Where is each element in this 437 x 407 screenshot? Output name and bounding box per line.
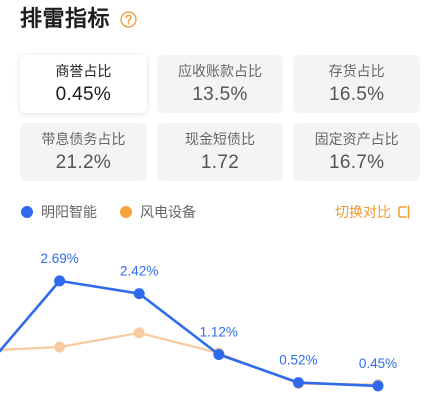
metric-label: 带息债务占比 — [41, 131, 126, 147]
question-circle-icon[interactable] — [120, 10, 137, 28]
series-line — [0, 331, 380, 386]
metric-card-goodwill-ratio[interactable]: 商誉占比 0.45% — [20, 55, 147, 113]
section-title: 排雷指标 — [20, 6, 111, 31]
metric-card-cash-to-short-debt[interactable]: 现金短债比 1.72 — [156, 123, 284, 181]
data-point — [54, 275, 66, 287]
metric-label: 存货占比 — [328, 63, 385, 79]
metric-label: 应收账款占比 — [177, 63, 262, 79]
chart-canvas: 2.69% 2.42% 1.12% 0.52% 0.45% — [0, 251, 397, 392]
data-label: 2.42% — [120, 264, 158, 279]
legend-item-industry: 风电设备 — [120, 202, 196, 222]
series-0 — [0, 275, 384, 392]
metric-value: 13.5% — [192, 84, 248, 105]
metric-value: 1.72 — [200, 152, 240, 173]
data-point — [213, 349, 225, 360]
metric-card-fixed-assets-ratio[interactable]: 固定资产占比 16.7% — [293, 123, 420, 181]
data-point — [133, 288, 145, 300]
metric-card-interest-bearing-debt-ratio[interactable]: 带息债务占比 21.2% — [20, 123, 147, 181]
legend-item-company: 明阳智能 — [21, 202, 97, 222]
data-point — [292, 377, 304, 389]
switch-compare-button[interactable]: 切换对比 — [335, 202, 411, 222]
metric-label: 现金短债比 — [184, 131, 255, 147]
legend-dot — [21, 206, 33, 218]
metric-value: 16.5% — [328, 84, 385, 105]
switch-compare-label: 切换对比 — [335, 204, 391, 220]
metric-card-receivables-ratio[interactable]: 应收账款占比 13.5% — [156, 55, 284, 113]
metric-label: 固定资产占比 — [314, 131, 399, 147]
data-point — [372, 380, 384, 392]
switch-compare-icon — [398, 205, 410, 219]
legend-dot — [120, 206, 132, 218]
metric-card-inventory-ratio[interactable]: 存货占比 16.5% — [293, 55, 420, 113]
trend-line-chart[interactable]: 2.69% 2.42% 1.12% 0.52% 0.45% — [0, 230, 437, 407]
data-point — [133, 327, 145, 339]
data-label: 0.52% — [279, 353, 317, 368]
data-label: 1.12% — [200, 325, 238, 340]
metric-grid: 商誉占比 0.45% 应收账款占比 13.5% 存货占比 16.5% 带息债务占… — [20, 55, 420, 181]
metric-value: 21.2% — [55, 152, 112, 173]
metric-value: 0.45% — [55, 84, 112, 105]
series-line — [0, 279, 380, 388]
section-header: 排雷指标 — [20, 6, 137, 32]
data-label: 0.45% — [359, 356, 397, 371]
data-point — [54, 341, 66, 353]
legend-label: 明阳智能 — [41, 204, 97, 220]
legend-label: 风电设备 — [140, 204, 196, 220]
data-labels: 2.69% 2.42% 1.12% 0.52% 0.45% — [40, 251, 397, 371]
metric-label: 商誉占比 — [55, 63, 112, 79]
chart-legend-bar: 明阳智能 风电设备 切换对比 — [0, 202, 437, 222]
metric-value: 16.7% — [328, 152, 385, 173]
series-1 — [0, 327, 384, 390]
data-label: 2.69% — [40, 251, 78, 266]
